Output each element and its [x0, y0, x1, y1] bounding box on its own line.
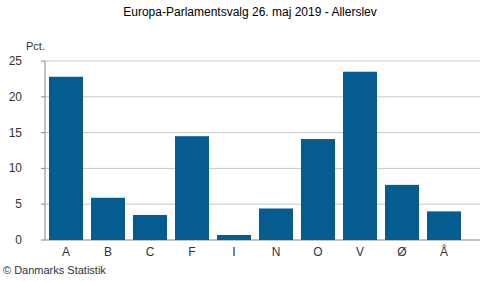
bar — [91, 198, 125, 240]
category-label: C — [146, 245, 155, 259]
category-label: Ø — [397, 245, 406, 259]
tick-mark — [41, 168, 45, 169]
tick-label: 25 — [9, 54, 23, 68]
title: Europa-Parlamentsvalg 26. maj 2019 - All… — [123, 5, 376, 19]
category-label: A — [62, 245, 70, 259]
tick-mark — [41, 240, 45, 241]
grid-line — [45, 61, 480, 62]
bar — [343, 72, 377, 240]
tick-mark — [41, 61, 45, 62]
category-label: I — [232, 245, 235, 259]
tick-label: 15 — [9, 126, 23, 140]
tick-label: 5 — [15, 197, 22, 211]
bar — [133, 215, 167, 240]
category-label: B — [104, 245, 112, 259]
grid-line — [45, 168, 480, 169]
tick-label: 20 — [9, 90, 23, 104]
y-label: Pct. — [26, 40, 45, 52]
bar — [217, 235, 251, 240]
category-label: Å — [440, 244, 448, 259]
category-label: N — [272, 245, 281, 259]
tick-label: 10 — [9, 161, 23, 175]
bar — [49, 77, 83, 240]
tick-mark — [41, 96, 45, 97]
tick-mark — [41, 204, 45, 205]
footer: © Danmarks Statistik — [3, 264, 106, 276]
bar — [175, 136, 209, 240]
chart-svg: Europa-Parlamentsvalg 26. maj 2019 - All… — [0, 0, 500, 282]
tick-mark — [41, 132, 45, 133]
bars — [49, 72, 461, 240]
grid-line — [45, 132, 480, 133]
y-axis-line — [45, 61, 46, 240]
bar — [301, 139, 335, 240]
category-label: F — [188, 245, 195, 259]
chart-container: Europa-Parlamentsvalg 26. maj 2019 - All… — [0, 0, 500, 282]
tick-label: 0 — [15, 233, 22, 247]
grid-line — [45, 96, 480, 97]
category-label: V — [356, 245, 364, 259]
bar — [385, 185, 419, 240]
bar — [427, 211, 461, 240]
bar — [259, 208, 293, 240]
category-label: O — [313, 245, 322, 259]
